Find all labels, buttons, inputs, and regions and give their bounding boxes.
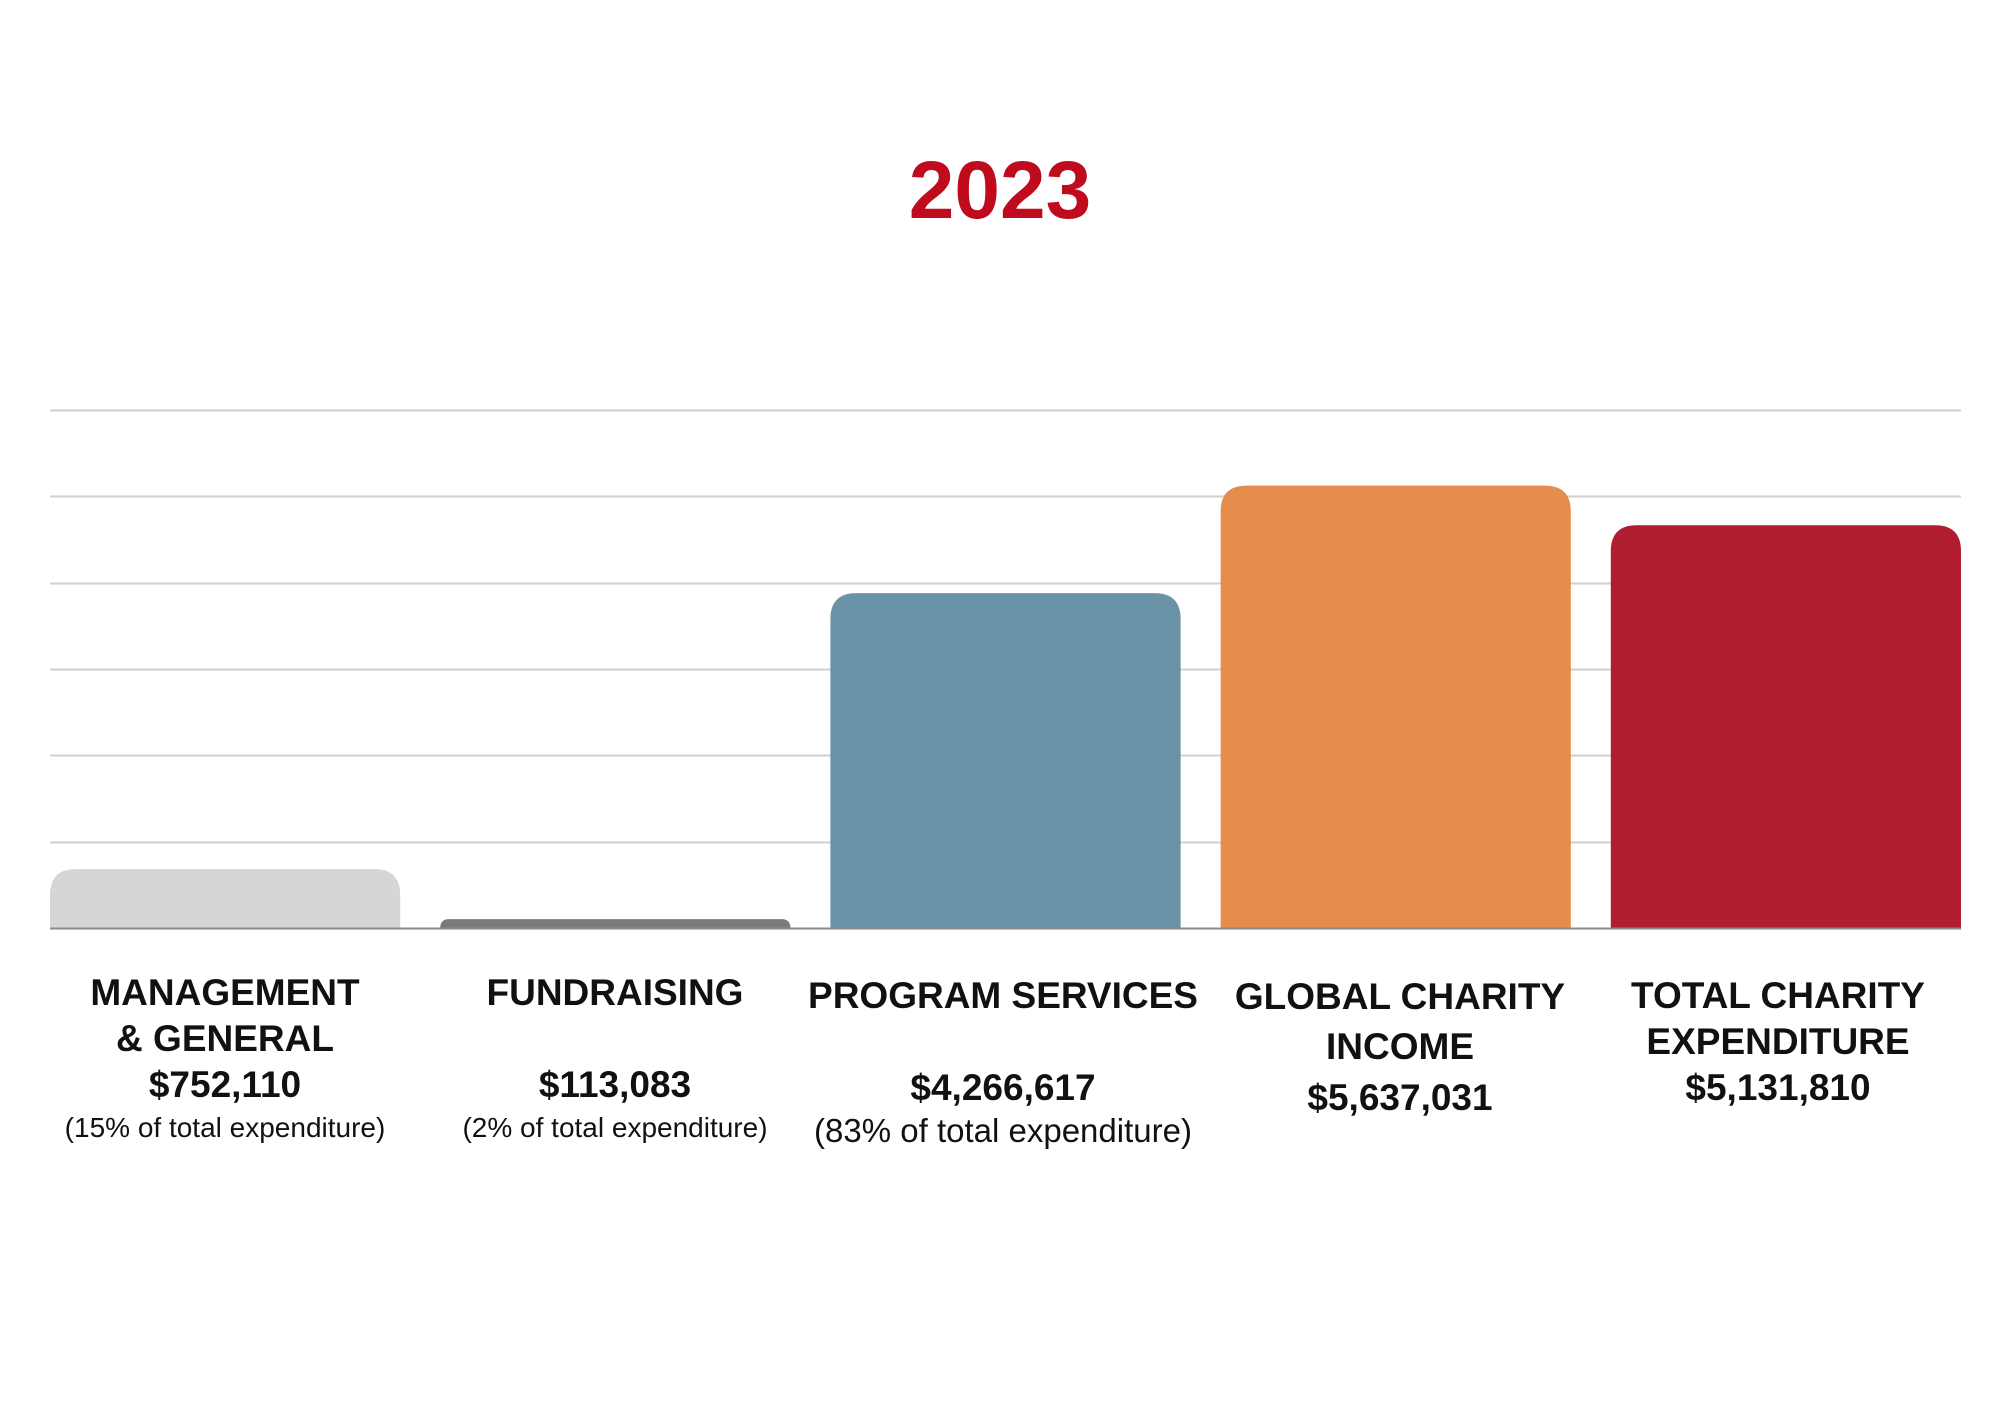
label-management-general: MANAGEMENT & GENERAL $752,110 (15% of to…	[15, 970, 435, 1148]
chart-title: 2023	[908, 145, 1092, 236]
category-name: FUNDRAISING	[486, 972, 744, 1013]
category-value: $4,266,617	[910, 1067, 1096, 1108]
category-name: MANAGEMENT	[90, 972, 360, 1013]
category-note: (2% of total expenditure)	[462, 1112, 768, 1143]
bar-total-charity-expenditure	[1610, 525, 1961, 928]
category-value: $752,110	[148, 1064, 302, 1105]
category-note: (15% of total expenditure)	[64, 1112, 386, 1143]
category-value: $5,637,031	[1307, 1077, 1493, 1118]
bar-program-services	[830, 593, 1181, 928]
bar-global-charity-income	[1220, 485, 1571, 928]
category-name: GLOBAL CHARITY	[1234, 976, 1566, 1017]
category-name: TOTAL CHARITY	[1631, 975, 1925, 1016]
category-note: (83% of total expenditure)	[814, 1112, 1192, 1149]
label-program-services: PROGRAM SERVICES $4,266,617 (83% of tota…	[793, 973, 1213, 1151]
category-name: & GENERAL	[116, 1018, 334, 1059]
category-value: $113,083	[538, 1064, 692, 1105]
label-total-charity-expenditure: TOTAL CHARITY EXPENDITURE $5,131,810	[1568, 973, 1988, 1111]
bar-fundraising	[440, 919, 791, 928]
label-fundraising: FUNDRAISING $113,083 (2% of total expend…	[405, 970, 825, 1148]
category-name: PROGRAM SERVICES	[808, 975, 1198, 1016]
bar-management-general	[50, 868, 401, 928]
category-name: INCOME	[1326, 1026, 1474, 1067]
category-name: EXPENDITURE	[1646, 1021, 1910, 1062]
label-global-charity-income: GLOBAL CHARITY INCOME $5,637,031	[1190, 972, 1610, 1124]
category-value: $5,131,810	[1685, 1067, 1871, 1108]
